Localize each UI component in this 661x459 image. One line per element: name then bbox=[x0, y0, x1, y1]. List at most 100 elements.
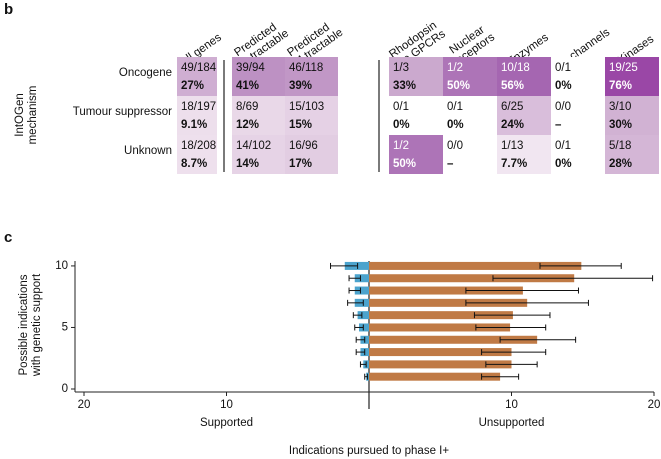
cell bbox=[551, 57, 605, 96]
cell-percent: 50% bbox=[447, 80, 470, 92]
cell-fraction: 15/103 bbox=[289, 101, 324, 113]
bar bbox=[369, 360, 512, 369]
cell bbox=[389, 135, 443, 174]
bar bbox=[369, 286, 523, 295]
cell-percent: – bbox=[447, 158, 454, 170]
bar bbox=[354, 274, 369, 283]
cell-percent: – bbox=[555, 119, 562, 131]
error-bar bbox=[499, 336, 577, 343]
cell bbox=[497, 135, 551, 174]
bar bbox=[369, 372, 501, 381]
bar bbox=[357, 311, 369, 320]
cell-percent: 17% bbox=[289, 158, 312, 170]
cell-percent: 0% bbox=[447, 119, 464, 131]
cell-fraction: 0/1 bbox=[555, 140, 571, 152]
bar bbox=[369, 335, 538, 344]
cell-percent: 0% bbox=[555, 158, 572, 170]
cell-fraction: 46/118 bbox=[289, 62, 323, 74]
error-bar bbox=[481, 349, 547, 356]
cell-percent: 24% bbox=[501, 119, 524, 131]
cell-percent: 8.7% bbox=[181, 158, 207, 170]
bar bbox=[369, 323, 511, 332]
cell-fraction: 0/0 bbox=[447, 140, 463, 152]
error-bar bbox=[354, 324, 364, 331]
cell-percent: 76% bbox=[609, 80, 632, 92]
cell-percent: 12% bbox=[236, 119, 259, 131]
cell bbox=[389, 96, 443, 135]
x-tick-label: 10 bbox=[220, 399, 233, 411]
error-bar bbox=[364, 373, 369, 380]
cell bbox=[177, 57, 217, 96]
row-axis-label: mechanism bbox=[27, 86, 39, 145]
cell-percent: 39% bbox=[289, 80, 312, 92]
error-bar bbox=[348, 287, 361, 294]
cell-fraction: 5/18 bbox=[609, 140, 631, 152]
cell-percent: 30% bbox=[609, 119, 632, 131]
bar bbox=[354, 286, 369, 295]
cell bbox=[232, 57, 285, 96]
cell-percent: 14% bbox=[236, 158, 259, 170]
cell-percent: 9.1% bbox=[181, 119, 207, 131]
cell-percent: 0% bbox=[393, 119, 410, 131]
error-bar bbox=[359, 361, 367, 368]
cell bbox=[497, 57, 551, 96]
error-bar bbox=[352, 312, 363, 319]
error-bar bbox=[347, 299, 364, 306]
cell bbox=[232, 135, 285, 174]
cell bbox=[443, 135, 497, 174]
y-tick-label: 0 bbox=[62, 383, 68, 395]
error-bar bbox=[355, 336, 366, 343]
cell-fraction: 16/96 bbox=[289, 140, 318, 152]
error-bar bbox=[539, 262, 622, 269]
cell bbox=[177, 96, 217, 135]
cell-percent: 41% bbox=[236, 80, 259, 92]
bar bbox=[359, 323, 369, 332]
panel-label: c bbox=[4, 229, 12, 246]
cell-fraction: 10/18 bbox=[501, 62, 530, 74]
cell-fraction: 39/94 bbox=[236, 62, 265, 74]
bar bbox=[369, 348, 512, 357]
cell bbox=[551, 96, 605, 135]
cell bbox=[497, 96, 551, 135]
cell bbox=[285, 135, 338, 174]
cell-percent: 28% bbox=[609, 158, 632, 170]
cell-fraction: 3/10 bbox=[609, 101, 631, 113]
panel-label: b bbox=[4, 1, 13, 18]
bar bbox=[369, 298, 528, 307]
error-bar bbox=[348, 275, 361, 282]
cell bbox=[551, 135, 605, 174]
error-bar bbox=[475, 324, 547, 331]
cell-fraction: 18/197 bbox=[181, 101, 216, 113]
error-bar bbox=[465, 299, 589, 306]
side-label: Unsupported bbox=[479, 417, 545, 429]
cell-fraction: 1/3 bbox=[393, 62, 409, 74]
cell bbox=[605, 135, 659, 174]
row-label: Unknown bbox=[124, 145, 172, 157]
cell-percent: 50% bbox=[393, 158, 416, 170]
cell-fraction: 14/102 bbox=[236, 140, 271, 152]
error-bar bbox=[330, 262, 359, 269]
error-bar bbox=[355, 349, 366, 356]
cell-fraction: 1/2 bbox=[447, 62, 463, 74]
cell bbox=[285, 57, 338, 96]
error-bar bbox=[465, 287, 579, 294]
cell-percent: 33% bbox=[393, 80, 416, 92]
cell-fraction: 18/208 bbox=[181, 140, 216, 152]
row-label: Tumour suppressor bbox=[73, 106, 172, 118]
cell-fraction: 1/13 bbox=[501, 140, 523, 152]
cell bbox=[177, 135, 217, 174]
error-bar bbox=[481, 373, 520, 380]
cell bbox=[389, 57, 443, 96]
cell-percent: 7.7% bbox=[501, 158, 527, 170]
x-axis-label: Indications pursued to phase I+ bbox=[289, 445, 449, 457]
x-tick-label: 20 bbox=[648, 399, 661, 411]
cell-fraction: 0/1 bbox=[555, 62, 571, 74]
bar bbox=[369, 261, 582, 270]
cell-fraction: 6/25 bbox=[501, 101, 523, 113]
cell-percent: 0% bbox=[555, 80, 572, 92]
error-bar bbox=[485, 361, 538, 368]
row-axis-label: IntOGen bbox=[14, 93, 26, 136]
cell-fraction: 8/69 bbox=[236, 101, 258, 113]
cell-fraction: 19/25 bbox=[609, 62, 638, 74]
